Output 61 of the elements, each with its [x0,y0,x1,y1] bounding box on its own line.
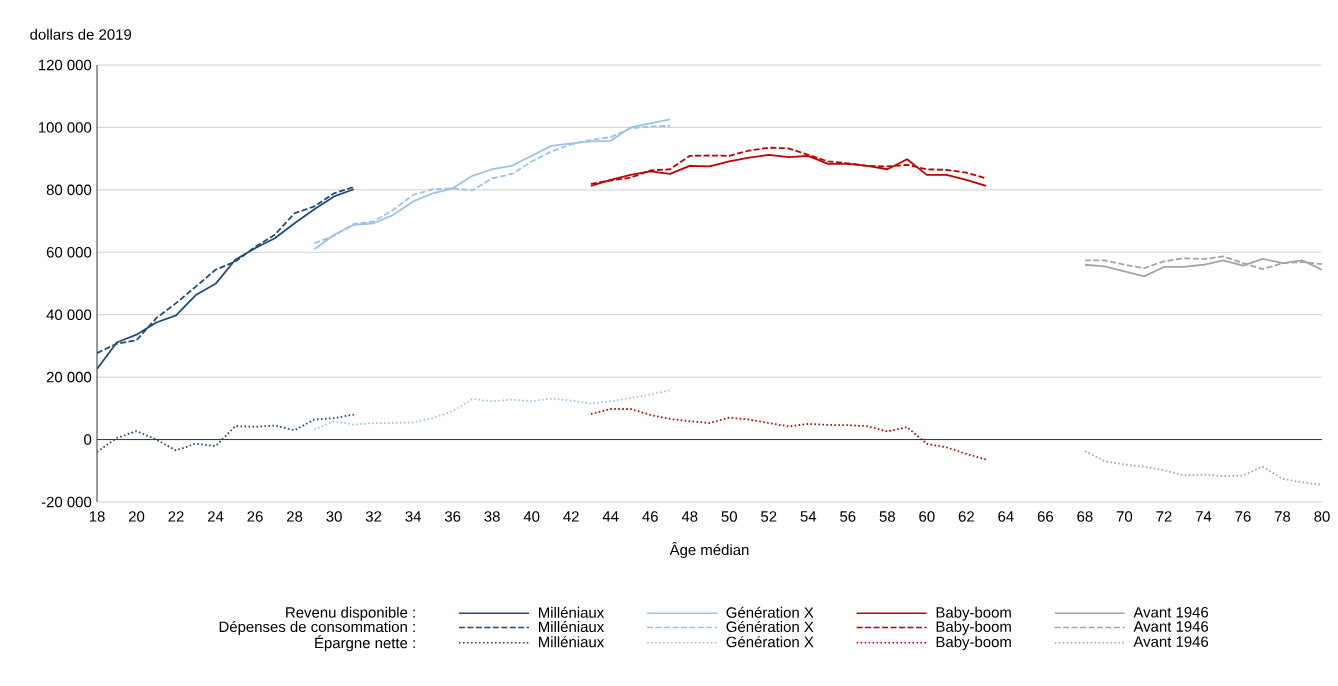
x-tick-label: 34 [405,511,421,522]
legend-label: Avant 1946 [1133,621,1209,632]
x-tick-label: 38 [484,511,500,522]
x-tick-label: 52 [761,511,777,522]
y-tick-label: 20 000 [46,371,92,383]
x-tick-label: 76 [1235,511,1251,522]
legend-label: Baby-boom [936,636,1011,651]
legend-label: Génération X [726,606,814,618]
x-tick-label: 40 [523,511,540,522]
x-tick-label: 42 [563,511,579,522]
x-tick-label: 64 [998,511,1014,522]
x-tick-label: 18 [89,511,105,522]
text: Revenu disponible : [286,606,415,621]
y-tick-label: 100 000 [38,122,92,133]
x-tick-label: 44 [602,511,619,522]
x-tick-label: 74 [1195,511,1212,522]
x-tick-label: 46 [642,511,658,522]
legend-label: Milléniaux [539,620,605,633]
x-tick-label: 70 [1116,511,1133,522]
x-tick-label: 72 [1156,511,1172,522]
legend-label: Baby-boom [936,606,1011,621]
y-axis-title: dollars de 2019 [30,28,132,40]
x-tick-label: 78 [1274,511,1291,522]
y-tick-label: 80 000 [46,184,92,196]
y-tick-label: 0 [84,434,92,445]
x-tick-label: 60 [919,511,935,522]
x-tick-label: 56 [840,511,856,522]
y-tick-label: 60 000 [46,246,92,258]
line-series [313,389,671,431]
x-tick-label: 22 [168,511,184,522]
x-tick-label: 80 [1314,511,1330,522]
y-tick-label: 40 000 [46,309,92,320]
text: Dépenses de consommation : [219,620,415,636]
y-tick-label: 120 000 [38,59,92,71]
x-tick-label: 62 [958,511,974,522]
x-tick-label: 30 [326,511,342,522]
line-series [97,413,355,453]
y-tick-label: -20 000 [41,496,92,508]
x-tick-label: 26 [247,511,263,522]
legend-label: Génération X [726,636,814,648]
legend-label: Génération X [726,620,814,633]
x-tick-label: 50 [721,511,737,522]
x-tick-label: 68 [1077,511,1093,522]
legend-label: Milléniaux [539,636,605,648]
line-series [1084,450,1322,486]
x-tick-label: 58 [879,511,895,522]
x-tick-label: 24 [207,511,224,522]
x-tick-label: 28 [287,511,303,522]
text: Épargne nette : [315,635,415,652]
x-axis-title: Âge médian [669,541,749,559]
x-tick-label: 48 [681,511,698,522]
x-tick-label: 36 [444,511,461,522]
legend-label: Milléniaux [539,606,605,618]
line-series [1084,257,1322,278]
x-tick-label: 54 [800,511,817,522]
x-tick-label: 32 [365,511,382,522]
legend-label: Baby-boom [936,621,1011,635]
legend-label: Avant 1946 [1133,606,1209,618]
x-tick-label: 66 [1037,511,1054,522]
x-tick-label: 20 [128,511,145,522]
legend-label: Avant 1946 [1133,636,1209,647]
